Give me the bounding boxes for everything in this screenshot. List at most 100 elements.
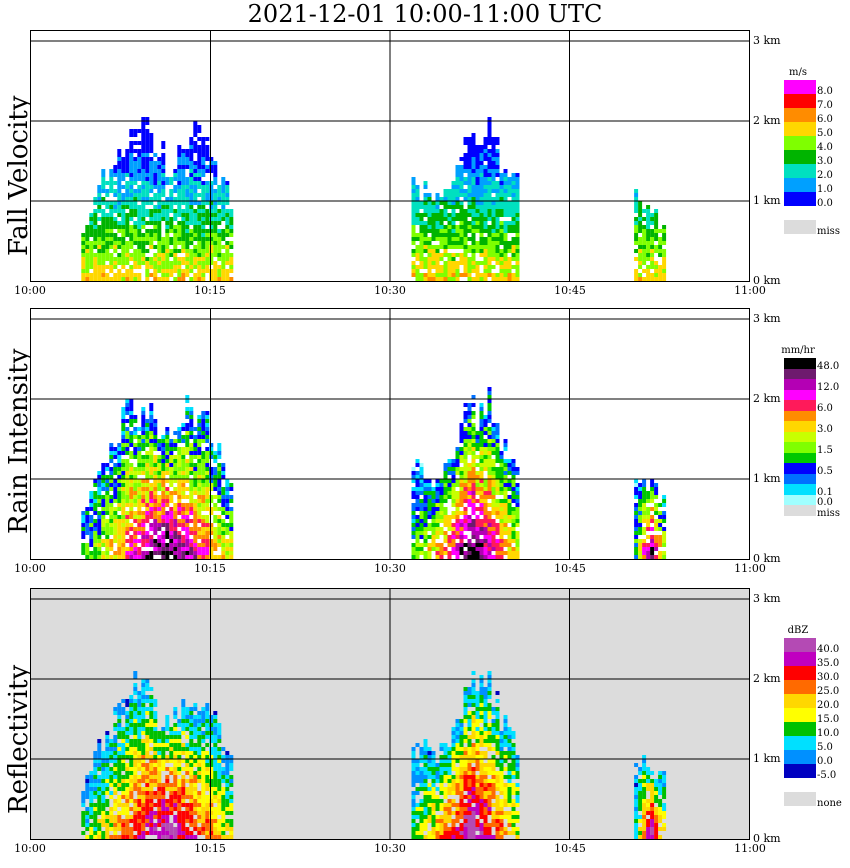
heatmap-cell [101, 763, 106, 767]
heatmap-cell [209, 819, 214, 823]
heatmap-cell [145, 455, 150, 459]
heatmap-cell [503, 551, 508, 555]
heatmap-cell [121, 233, 126, 237]
heatmap-cell [217, 217, 222, 221]
heatmap-cell [201, 149, 206, 153]
heatmap-cell [133, 811, 138, 815]
heatmap-cell [213, 751, 218, 755]
heatmap-cell [443, 551, 448, 555]
heatmap-cell [181, 727, 186, 731]
heatmap-cell [125, 819, 130, 823]
heatmap-cell [427, 547, 432, 551]
heatmap-cell [113, 181, 118, 185]
heatmap-cell [125, 197, 130, 201]
heatmap-cell [109, 503, 114, 507]
heatmap-cell [137, 257, 142, 261]
heatmap-cell [658, 511, 663, 515]
heatmap-cell [113, 531, 118, 535]
heatmap-cell [483, 177, 488, 181]
heatmap-cell [153, 463, 158, 467]
heatmap-cell [125, 771, 130, 775]
heatmap-cell [471, 201, 476, 205]
heatmap-cell [646, 217, 651, 221]
heatmap-cell [185, 229, 190, 233]
heatmap-cell [443, 803, 448, 807]
heatmap-cell [443, 245, 448, 249]
heatmap-cell [153, 185, 158, 189]
heatmap-cell [89, 249, 94, 253]
heatmap-cell [185, 767, 190, 771]
heatmap-cell [161, 269, 166, 273]
heatmap-cell [137, 799, 142, 803]
heatmap-cell [105, 463, 110, 467]
heatmap-cell [129, 835, 134, 839]
heatmap-cell [411, 547, 416, 551]
heatmap-cell [499, 261, 504, 265]
heatmap-cell [133, 675, 138, 679]
heatmap-cell [487, 531, 492, 535]
heatmap-cell [205, 835, 210, 839]
heatmap-cell [117, 459, 122, 463]
heatmap-cell [487, 395, 492, 399]
heatmap-cell [455, 743, 460, 747]
heatmap-cell [101, 189, 106, 193]
heatmap-cell [443, 547, 448, 551]
heatmap-cell [225, 759, 230, 763]
heatmap-cell [149, 503, 154, 507]
heatmap-cell [415, 185, 420, 189]
heatmap-cell [431, 807, 436, 811]
heatmap-cell [145, 185, 150, 189]
heatmap-cell [153, 209, 158, 213]
heatmap-cell [193, 443, 198, 447]
heatmap-cell [97, 273, 102, 277]
heatmap-cell [105, 823, 110, 827]
heatmap-cell [145, 265, 150, 269]
heatmap-cell [650, 277, 655, 281]
heatmap-cell [646, 253, 651, 257]
heatmap-cell [145, 459, 150, 463]
heatmap-cell [634, 257, 639, 261]
heatmap-cell [97, 519, 102, 523]
heatmap-cell [117, 759, 122, 763]
heatmap-cell [495, 249, 500, 253]
heatmap-cell [209, 767, 214, 771]
heatmap-cell [507, 261, 512, 265]
heatmap-cell [221, 507, 226, 511]
heatmap-cell [117, 715, 122, 719]
heatmap-cell [229, 261, 234, 265]
heatmap-cell [221, 209, 226, 213]
heatmap-cell [145, 519, 150, 523]
heatmap-cell [427, 787, 432, 791]
heatmap-cell [459, 527, 464, 531]
heatmap-cell [193, 819, 198, 823]
heatmap-cell [495, 153, 500, 157]
heatmap-cell [197, 771, 202, 775]
heatmap-cell [93, 245, 98, 249]
heatmap-cell [125, 403, 130, 407]
heatmap-cell [634, 189, 639, 193]
heatmap-cell [137, 221, 142, 225]
heatmap-cell [419, 803, 424, 807]
heatmap-cell [113, 209, 118, 213]
heatmap-cell [145, 803, 150, 807]
heatmap-cell [447, 791, 452, 795]
heatmap-cell [97, 201, 102, 205]
heatmap-cell [515, 205, 520, 209]
heatmap-cell [153, 511, 158, 515]
heatmap-cell [153, 169, 158, 173]
heatmap-cell [193, 539, 198, 543]
heatmap-cell [201, 527, 206, 531]
heatmap-cell [475, 145, 480, 149]
heatmap-cell [149, 137, 154, 141]
heatmap-cell [507, 185, 512, 189]
heatmap-cell [471, 225, 476, 229]
heatmap-cell [455, 185, 460, 189]
heatmap-cell [129, 201, 134, 205]
heatmap-cell [415, 503, 420, 507]
heatmap-cell [463, 213, 468, 217]
heatmap-cell [125, 225, 130, 229]
heatmap-cell [503, 539, 508, 543]
heatmap-cell [197, 273, 202, 277]
heatmap-cell [515, 177, 520, 181]
heatmap-cell [173, 539, 178, 543]
